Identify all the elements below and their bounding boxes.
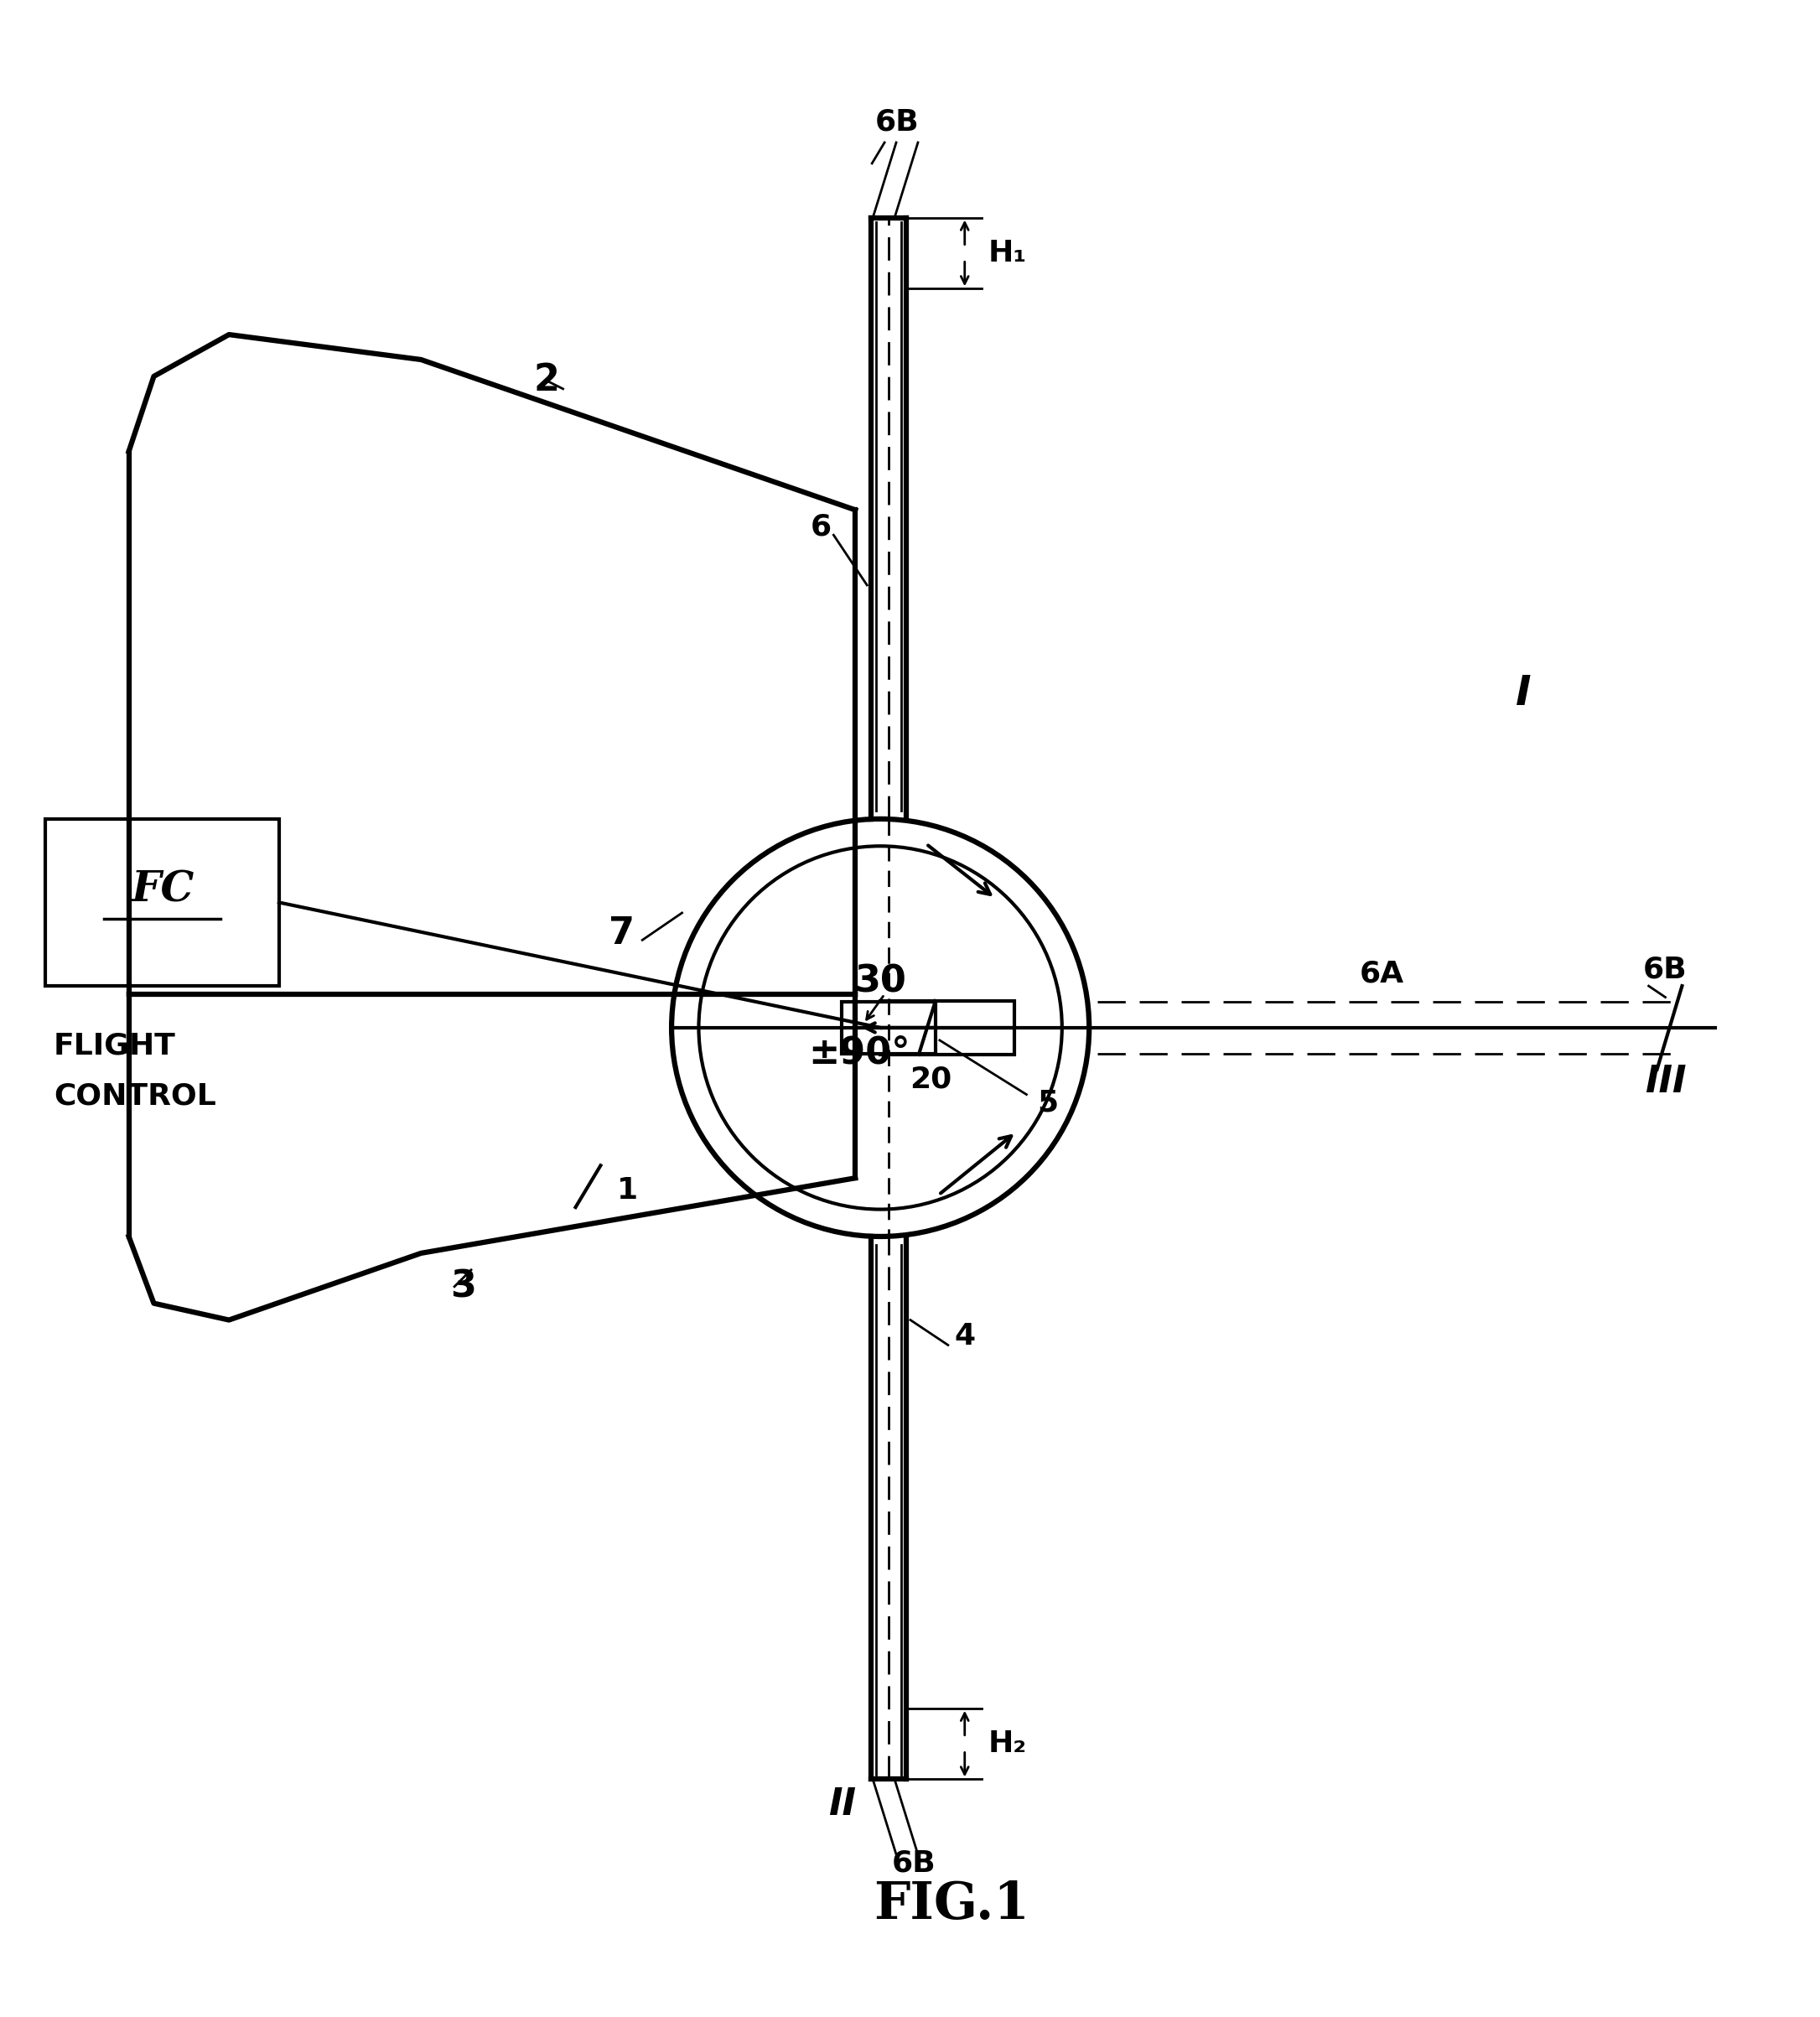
Text: 5: 5 [1037, 1089, 1057, 1117]
Text: H₂: H₂ [988, 1729, 1026, 1759]
Text: 6B: 6B [1643, 954, 1687, 984]
Text: FLIGHT: FLIGHT [53, 1033, 177, 1061]
Text: 6A: 6A [1360, 960, 1403, 988]
Text: FIG.1: FIG.1 [874, 1880, 1030, 1930]
Text: 1: 1 [617, 1176, 639, 1204]
Text: 2: 2 [533, 363, 559, 399]
Text: II: II [828, 1787, 855, 1823]
Bar [881, 1000, 1014, 1055]
Text: 20: 20 [910, 1065, 952, 1093]
Text: III: III [1645, 1063, 1685, 1099]
Text: ±90°: ±90° [808, 1035, 910, 1071]
Text: 6B: 6B [892, 1848, 935, 1878]
Text: 6: 6 [810, 512, 832, 541]
Text: CONTROL: CONTROL [53, 1081, 217, 1111]
Text: H₁: H₁ [988, 238, 1026, 268]
Text: I: I [1516, 674, 1531, 714]
Text: 7: 7 [608, 916, 635, 952]
Text: FC: FC [131, 869, 193, 910]
Bar [843, 1002, 935, 1053]
Bar [46, 819, 278, 986]
Text: 6B: 6B [875, 107, 919, 135]
Text: 4: 4 [954, 1323, 976, 1351]
Text: 30: 30 [854, 964, 906, 1000]
Text: 3: 3 [450, 1269, 475, 1305]
